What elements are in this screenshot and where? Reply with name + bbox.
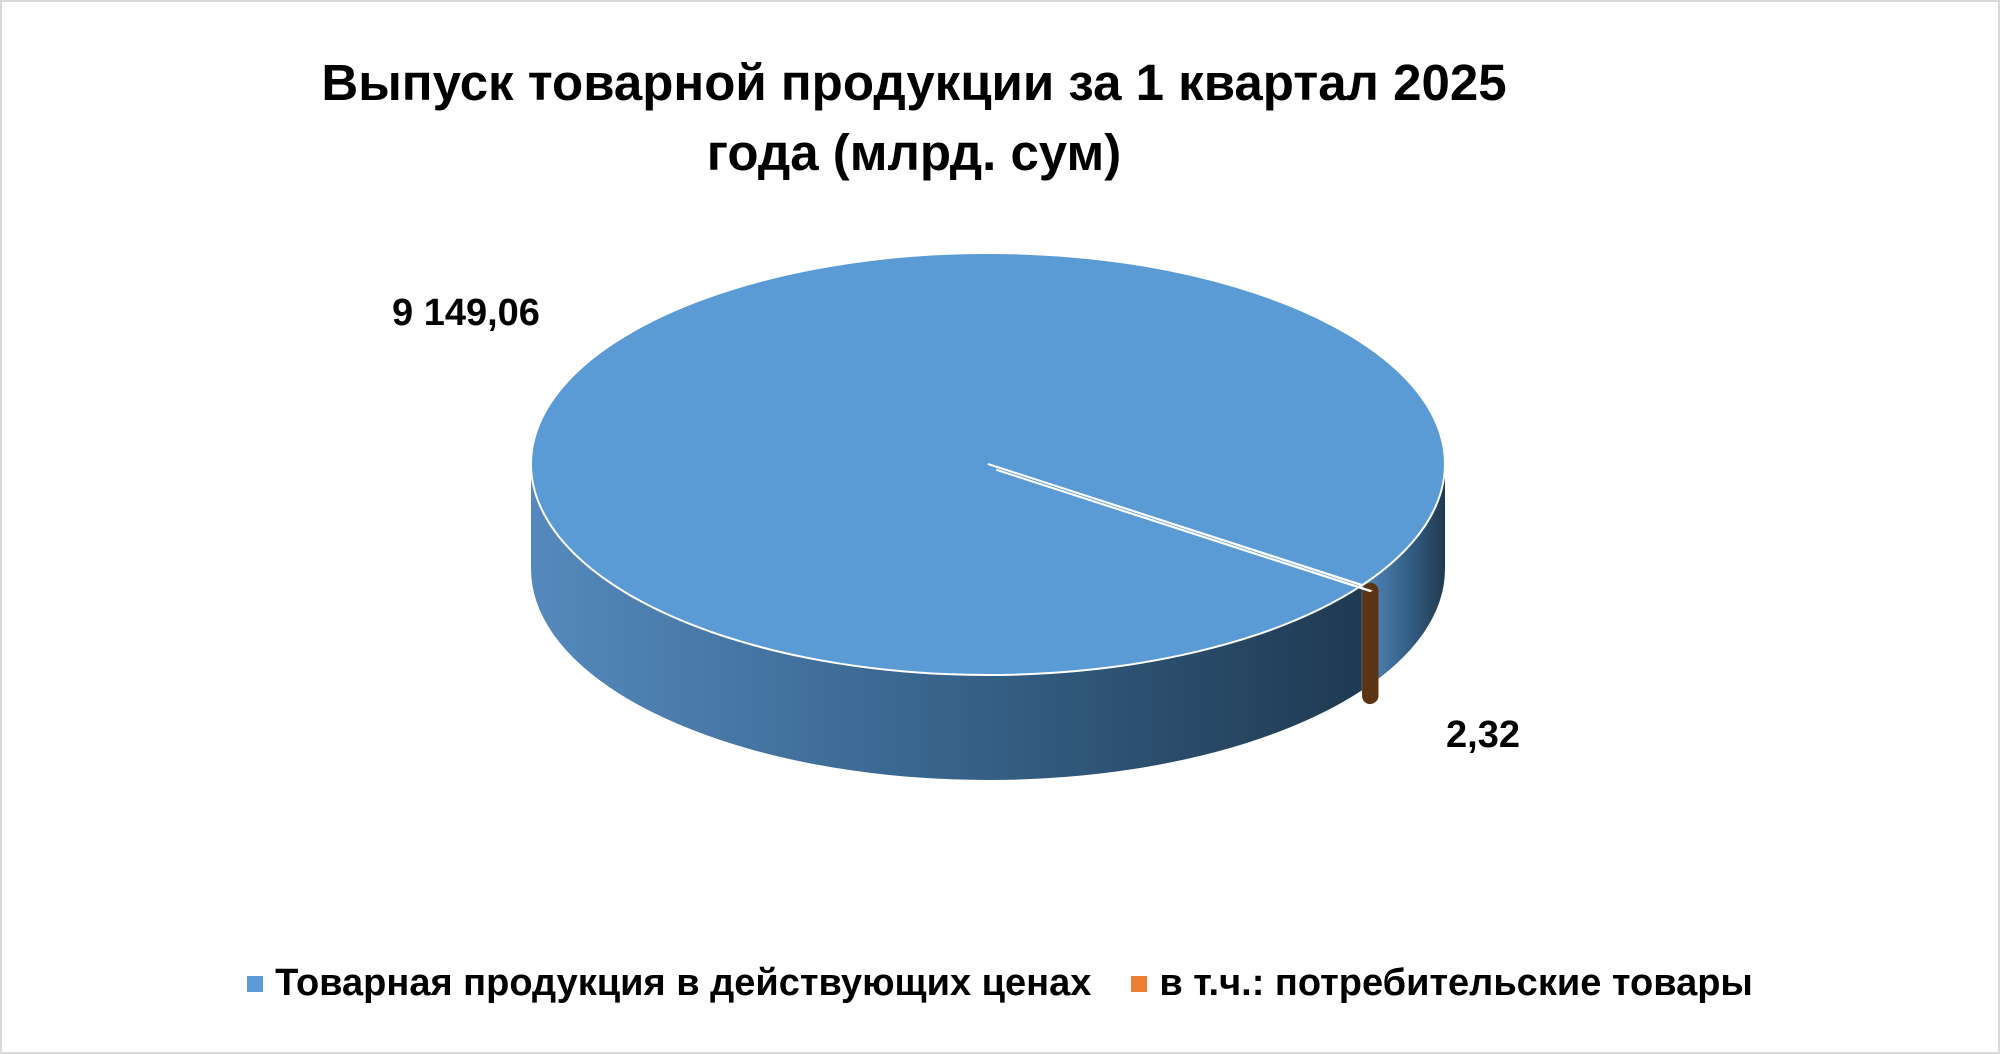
legend-item: в т.ч.: потребительские товары (1131, 962, 1753, 1005)
data-label: 9 149,06 (392, 292, 540, 334)
legend-label: в т.ч.: потребительские товары (1159, 962, 1753, 1004)
legend-swatch (1131, 975, 1148, 992)
slice (530, 251, 1447, 676)
slice-side (531, 464, 1362, 780)
slice (995, 468, 1373, 593)
legend: Товарная продукция в действующих ценах в … (2, 962, 1998, 1005)
chart-title: Выпуск товарной продукции за 1 квартал 2… (321, 54, 1507, 181)
legend-swatch (247, 975, 264, 992)
data-label: 2,32 (1446, 714, 1520, 756)
slice-side (1362, 464, 1445, 691)
legend-item: Товарная продукция в действующих ценах (247, 962, 1091, 1005)
legend-label: Товарная продукция в действующих ценах (275, 962, 1092, 1004)
